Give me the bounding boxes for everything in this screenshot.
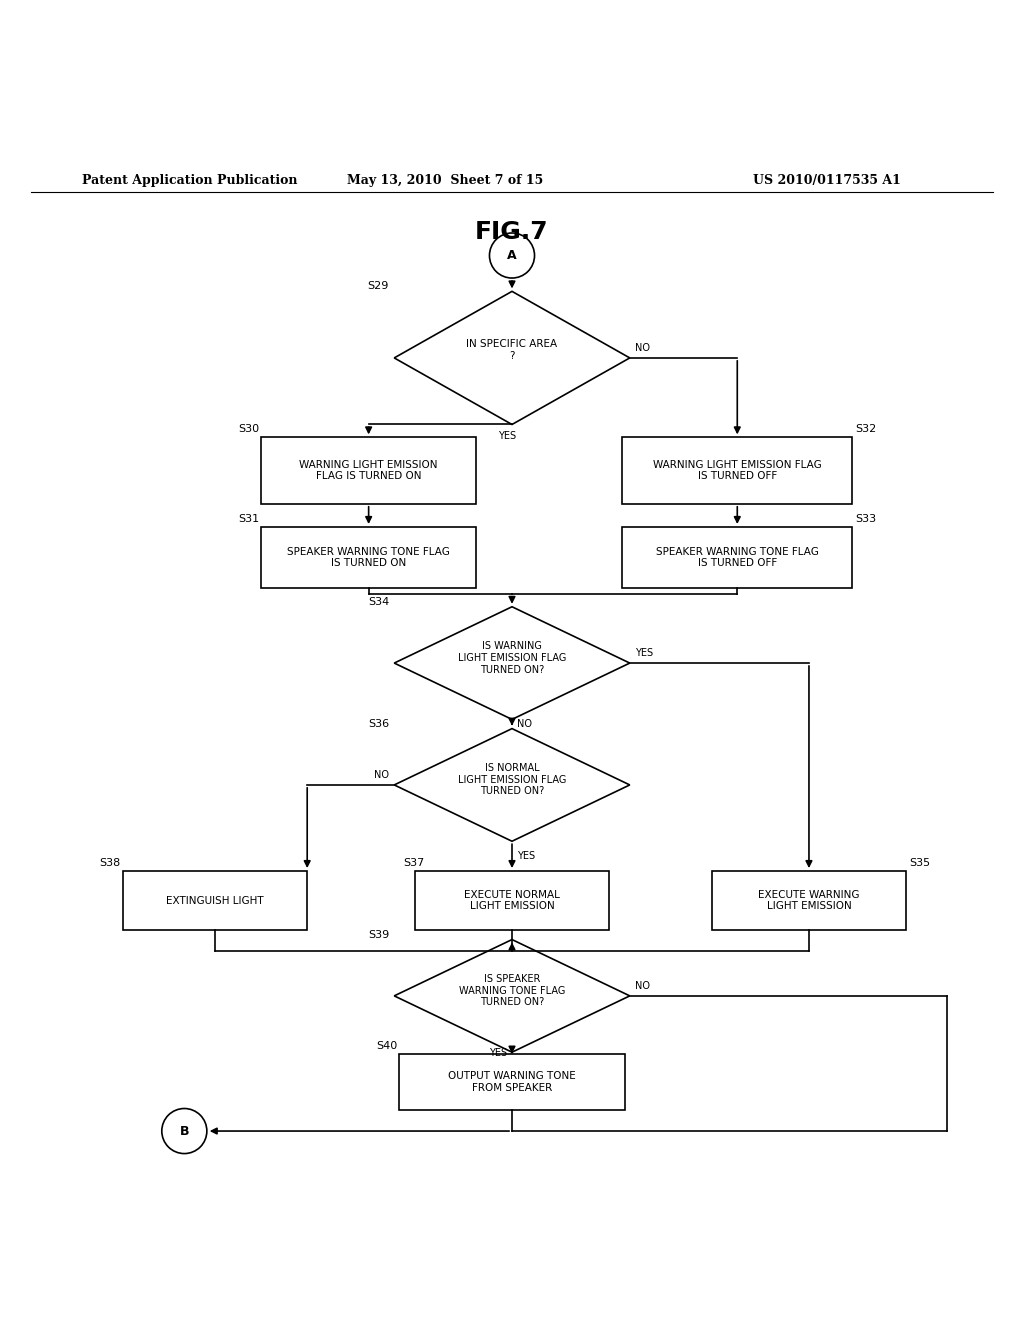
Text: IS WARNING
LIGHT EMISSION FLAG
TURNED ON?: IS WARNING LIGHT EMISSION FLAG TURNED ON… [458,642,566,675]
Text: EXECUTE WARNING
LIGHT EMISSION: EXECUTE WARNING LIGHT EMISSION [758,890,860,911]
Text: S30: S30 [238,424,259,434]
Text: SPEAKER WARNING TONE FLAG
IS TURNED ON: SPEAKER WARNING TONE FLAG IS TURNED ON [287,546,451,569]
Text: Patent Application Publication: Patent Application Publication [82,174,297,186]
Text: A: A [507,249,517,261]
Text: YES: YES [498,430,516,441]
Text: IN SPECIFIC AREA
?: IN SPECIFIC AREA ? [467,339,557,360]
Text: S33: S33 [856,513,877,524]
Text: S34: S34 [368,597,389,607]
Text: YES: YES [635,648,653,657]
Text: IS SPEAKER
WARNING TONE FLAG
TURNED ON?: IS SPEAKER WARNING TONE FLAG TURNED ON? [459,974,565,1007]
Text: EXTINGUISH LIGHT: EXTINGUISH LIGHT [166,896,264,906]
Text: S40: S40 [376,1040,397,1051]
Text: S35: S35 [909,858,931,867]
Text: IS NORMAL
LIGHT EMISSION FLAG
TURNED ON?: IS NORMAL LIGHT EMISSION FLAG TURNED ON? [458,763,566,796]
Text: EXECUTE NORMAL
LIGHT EMISSION: EXECUTE NORMAL LIGHT EMISSION [464,890,560,911]
Text: YES: YES [488,1048,507,1057]
Text: US 2010/0117535 A1: US 2010/0117535 A1 [754,174,901,186]
Text: S37: S37 [403,858,425,867]
Text: May 13, 2010  Sheet 7 of 15: May 13, 2010 Sheet 7 of 15 [347,174,544,186]
Text: S31: S31 [238,513,259,524]
Text: S39: S39 [368,929,389,940]
Text: NO: NO [635,343,650,352]
Text: NO: NO [374,770,389,780]
Text: S29: S29 [368,281,389,292]
Text: NO: NO [635,981,650,991]
Text: B: B [179,1125,189,1138]
Text: S38: S38 [99,858,121,867]
Text: OUTPUT WARNING TONE
FROM SPEAKER: OUTPUT WARNING TONE FROM SPEAKER [449,1071,575,1093]
Text: S36: S36 [368,718,389,729]
Text: FIG.7: FIG.7 [475,219,549,244]
Text: SPEAKER WARNING TONE FLAG
IS TURNED OFF: SPEAKER WARNING TONE FLAG IS TURNED OFF [655,546,819,569]
Text: S32: S32 [856,424,877,434]
Text: NO: NO [517,719,532,729]
Text: WARNING LIGHT EMISSION
FLAG IS TURNED ON: WARNING LIGHT EMISSION FLAG IS TURNED ON [299,459,438,482]
Text: YES: YES [517,851,536,861]
Text: WARNING LIGHT EMISSION FLAG
IS TURNED OFF: WARNING LIGHT EMISSION FLAG IS TURNED OF… [653,459,821,482]
